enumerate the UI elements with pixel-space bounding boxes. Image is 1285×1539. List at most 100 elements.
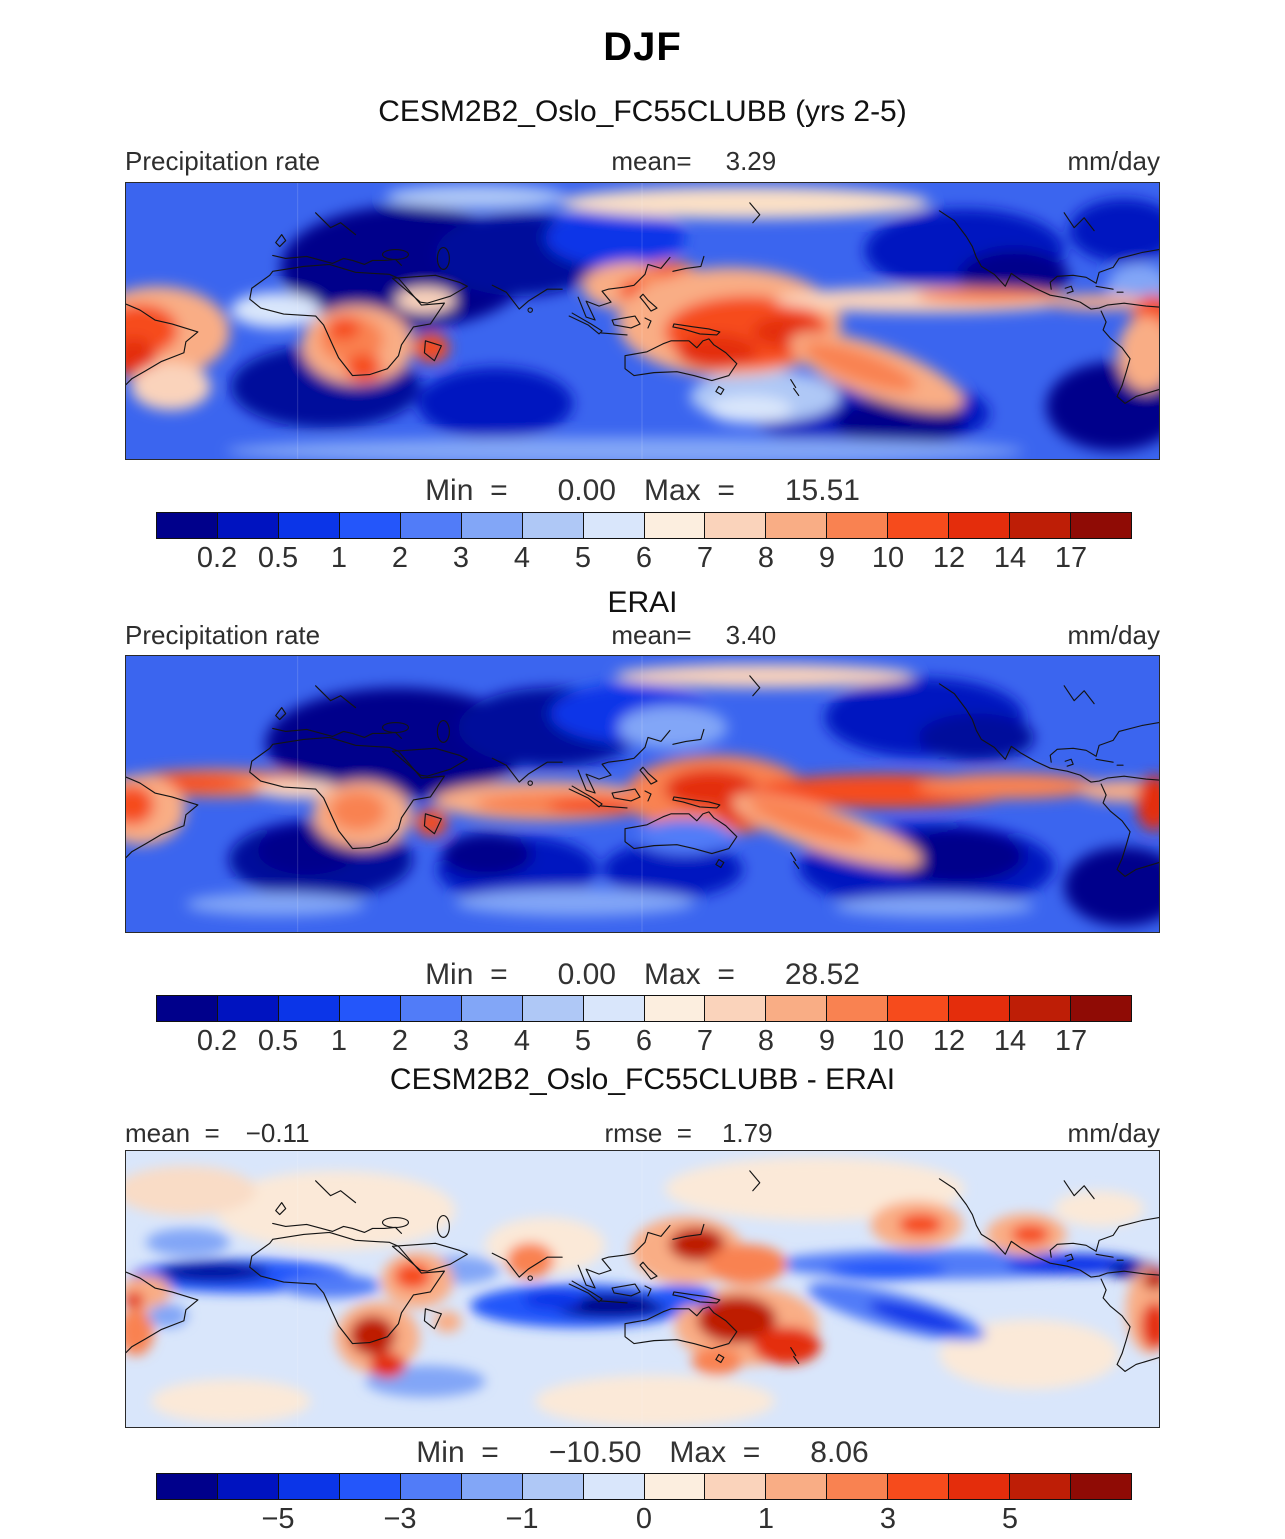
panel3-rmse-label: rmse = <box>604 1118 692 1148</box>
colorbar-cell <box>826 1474 888 1499</box>
colorbar-cell <box>948 513 1010 538</box>
colorbar-cell <box>948 996 1010 1021</box>
colorbar-tick-label: 12 <box>932 542 966 574</box>
colorbar-cell <box>582 996 644 1021</box>
colorbar-cell <box>1009 1474 1071 1499</box>
colorbar-cell <box>704 996 766 1021</box>
colorbar-cell <box>157 1474 217 1499</box>
panel1-colorbar-wrap: 0.2 0.5 1 2 3 4 5 6 7 8 9 10 12 14 17 <box>156 512 1132 576</box>
colorbar-tick-label: 17 <box>1054 1025 1088 1057</box>
panel1-title: CESM2B2_Oslo_FC55CLUBB (yrs 2-5) <box>378 95 907 128</box>
colorbar-tick-label: 5 <box>574 1025 592 1057</box>
colorbar-tick-label: 14 <box>993 1025 1027 1057</box>
panel3-colorbar-labels: −5 −3 −1 0 1 3 5 <box>156 1503 1132 1537</box>
panel2-field-label: Precipitation rate <box>125 620 321 650</box>
colorbar-cell <box>399 513 461 538</box>
panel2-map-canvas <box>126 656 1159 932</box>
colorbar-cell <box>277 513 339 538</box>
colorbar-cell <box>643 996 705 1021</box>
colorbar-cell <box>643 513 705 538</box>
colorbar-tick-label: 3 <box>452 1025 470 1057</box>
colorbar-cell <box>1009 513 1071 538</box>
colorbar-tick-label: 0 <box>635 1503 653 1535</box>
panel3-mean-value: −0.11 <box>245 1118 310 1148</box>
panel1-map-canvas <box>126 183 1159 459</box>
panel1-units-label: mm/day <box>1067 146 1160 176</box>
colorbar-tick-label: −1 <box>505 1503 539 1535</box>
panel3-units-label: mm/day <box>1067 1118 1160 1148</box>
panel3-rmse: rmse = 1.79 <box>605 1118 773 1149</box>
colorbar-cell <box>157 996 217 1021</box>
colorbar-cell <box>399 996 461 1021</box>
colorbar-tick-label: 5 <box>574 542 592 574</box>
panel1-colorbar <box>156 512 1132 539</box>
panel2-max-value: 28.52 <box>784 958 860 991</box>
colorbar-tick-label: 0.5 <box>257 1025 299 1057</box>
colorbar-cell <box>582 513 644 538</box>
colorbar-tick-label: 7 <box>696 542 714 574</box>
colorbar-tick-label: 1 <box>757 1503 775 1535</box>
colorbar-tick-label: 0.5 <box>257 542 299 574</box>
colorbar-cell <box>216 996 278 1021</box>
colorbar-tick-label: 17 <box>1054 542 1088 574</box>
colorbar-cell <box>277 1474 339 1499</box>
colorbar-tick-label: −5 <box>261 1503 295 1535</box>
colorbar-tick-label: 2 <box>391 542 409 574</box>
panel2-mean-label: mean= <box>611 620 692 650</box>
panel1-header: Precipitation rate mean= 3.29 mm/day <box>125 146 1160 177</box>
panel1-min-value: 0.00 <box>557 474 616 507</box>
colorbar-cell <box>338 996 400 1021</box>
panel1-min-label: Min = <box>425 474 508 507</box>
panel3-min-value: −10.50 <box>548 1436 642 1469</box>
colorbar-cell <box>338 1474 400 1499</box>
colorbar-tick-label: 3 <box>879 1503 897 1535</box>
colorbar-cell <box>521 1474 583 1499</box>
panel1-colorbar-labels: 0.2 0.5 1 2 3 4 5 6 7 8 9 10 12 14 17 <box>156 542 1132 576</box>
panel3-map <box>125 1150 1160 1428</box>
colorbar-cell <box>216 513 278 538</box>
colorbar-tick-label: 9 <box>818 542 836 574</box>
panel3-mean: mean = −0.11 <box>125 1118 310 1149</box>
colorbar-cell <box>765 1474 827 1499</box>
colorbar-tick-label: −3 <box>383 1503 417 1535</box>
colorbar-cell <box>460 1474 522 1499</box>
colorbar-cell <box>460 513 522 538</box>
panel2-mean-value: 3.40 <box>725 620 777 650</box>
panel1-field-label: Precipitation rate <box>125 146 321 176</box>
colorbar-tick-label: 12 <box>932 1025 966 1057</box>
colorbar-cell <box>704 1474 766 1499</box>
colorbar-tick-label: 4 <box>513 1025 531 1057</box>
colorbar-tick-label: 6 <box>635 1025 653 1057</box>
panel3-header: mean = −0.11 rmse = 1.79 mm/day <box>125 1118 1160 1149</box>
colorbar-cell <box>765 513 827 538</box>
panel3-colorbar <box>156 1473 1132 1500</box>
panel2-colorbar-labels: 0.2 0.5 1 2 3 4 5 6 7 8 9 10 12 14 17 <box>156 1025 1132 1059</box>
colorbar-tick-label: 4 <box>513 542 531 574</box>
panel2-min-value: 0.00 <box>557 958 616 991</box>
colorbar-tick-label: 3 <box>452 542 470 574</box>
page-title: DJF <box>603 25 682 69</box>
colorbar-cell <box>157 513 217 538</box>
colorbar-tick-label: 8 <box>757 542 775 574</box>
colorbar-tick-label: 5 <box>1001 1503 1019 1535</box>
panel3-max-label: Max = <box>669 1436 761 1469</box>
panel2-minmax: Min = 0.00 Max = 28.52 <box>125 958 1160 992</box>
panel2-units-label: mm/day <box>1067 620 1160 650</box>
colorbar-tick-label: 7 <box>696 1025 714 1057</box>
panel2-colorbar <box>156 995 1132 1022</box>
colorbar-cell <box>277 996 339 1021</box>
colorbar-cell <box>582 1474 644 1499</box>
colorbar-tick-label: 6 <box>635 542 653 574</box>
panel1-mean-value: 3.29 <box>725 146 777 176</box>
colorbar-tick-label: 10 <box>871 542 905 574</box>
panel2-map <box>125 655 1160 933</box>
colorbar-tick-label: 1 <box>330 542 348 574</box>
colorbar-tick-label: 0.2 <box>196 1025 238 1057</box>
colorbar-cell <box>1009 996 1071 1021</box>
panel2-colorbar-wrap: 0.2 0.5 1 2 3 4 5 6 7 8 9 10 12 14 17 <box>156 995 1132 1059</box>
colorbar-tick-label: 10 <box>871 1025 905 1057</box>
colorbar-cell <box>338 513 400 538</box>
panel3-min-label: Min = <box>416 1436 499 1469</box>
colorbar-cell <box>460 996 522 1021</box>
panel2-min-label: Min = <box>425 958 508 991</box>
